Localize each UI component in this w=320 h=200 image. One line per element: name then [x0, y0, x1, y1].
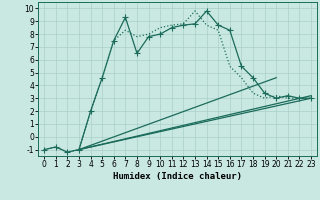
X-axis label: Humidex (Indice chaleur): Humidex (Indice chaleur) [113, 172, 242, 181]
